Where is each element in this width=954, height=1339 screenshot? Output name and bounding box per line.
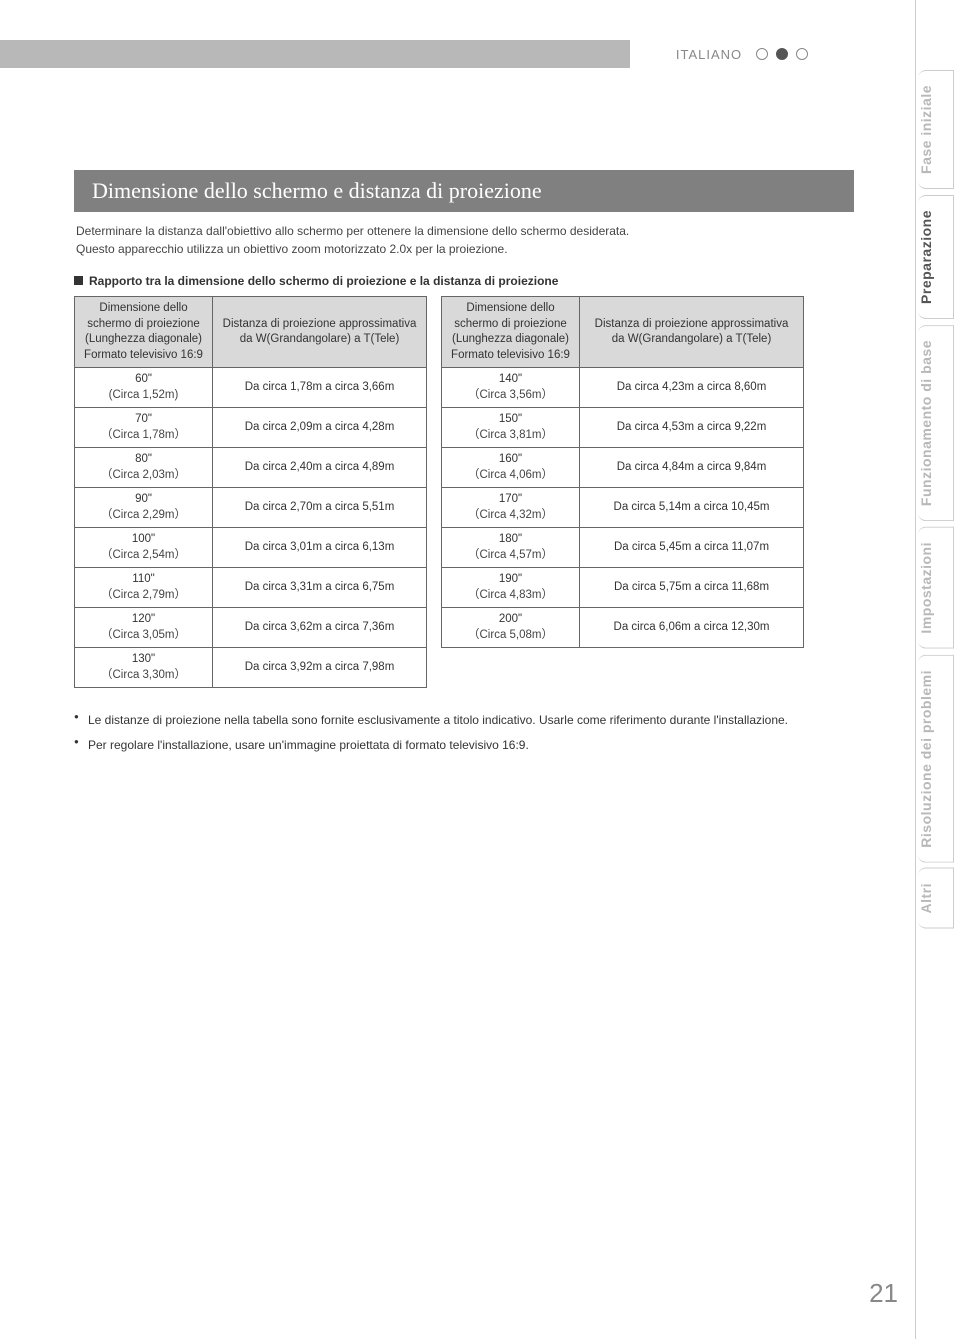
table-row: 200"（Circa 5,08m）Da circa 6,06m a circa …	[442, 608, 804, 648]
cell-distance: Da circa 5,14m a circa 10,45m	[580, 488, 804, 528]
language-indicator: ITALIANO	[630, 38, 854, 70]
intro-line: Determinare la distanza dall'obiettivo a…	[76, 222, 854, 240]
intro-text: Determinare la distanza dall'obiettivo a…	[76, 222, 854, 258]
footnotes: Le distanze di proiezione nella tabella …	[74, 712, 854, 752]
section-tab[interactable]: Fase iniziale	[918, 70, 954, 189]
cell-distance: Da circa 4,53m a circa 9,22m	[580, 408, 804, 448]
cell-distance: Da circa 2,70m a circa 5,51m	[213, 488, 427, 528]
cell-size: 140"（Circa 3,56m）	[442, 368, 580, 408]
cell-distance: Da circa 3,01m a circa 6,13m	[213, 528, 427, 568]
cell-size: 110"（Circa 2,79m）	[75, 568, 213, 608]
cell-distance: Da circa 3,92m a circa 7,98m	[213, 648, 427, 688]
cell-size: 200"（Circa 5,08m）	[442, 608, 580, 648]
section-tab[interactable]: Risoluzione dei problemi	[918, 655, 954, 863]
section-tab[interactable]: Preparazione	[918, 195, 954, 319]
table-row: 180"（Circa 4,57m）Da circa 5,45m a circa …	[442, 528, 804, 568]
cell-size: 160"（Circa 4,06m）	[442, 448, 580, 488]
table-row: 110"（Circa 2,79m）Da circa 3,31m a circa …	[75, 568, 427, 608]
square-bullet-icon	[74, 276, 83, 285]
section-heading: Dimensione dello schermo e distanza di p…	[74, 170, 854, 212]
cell-distance: Da circa 5,45m a circa 11,07m	[580, 528, 804, 568]
table-row: 150"（Circa 3,81m）Da circa 4,53m a circa …	[442, 408, 804, 448]
table-row: 120"（Circa 3,05m）Da circa 3,62m a circa …	[75, 608, 427, 648]
cell-size: 70"（Circa 1,78m）	[75, 408, 213, 448]
cell-size: 120"（Circa 3,05m）	[75, 608, 213, 648]
table-row: 80"（Circa 2,03m）Da circa 2,40m a circa 4…	[75, 448, 427, 488]
footnote-item: Le distanze di proiezione nella tabella …	[74, 712, 854, 728]
cell-size: 90"（Circa 2,29m）	[75, 488, 213, 528]
table-row: 140"（Circa 3,56m）Da circa 4,23m a circa …	[442, 368, 804, 408]
cell-distance: Da circa 4,84m a circa 9,84m	[580, 448, 804, 488]
table-row: 170"（Circa 4,32m）Da circa 5,14m a circa …	[442, 488, 804, 528]
cell-distance: Da circa 5,75m a circa 11,68m	[580, 568, 804, 608]
table-row: 190"（Circa 4,83m）Da circa 5,75m a circa …	[442, 568, 804, 608]
cell-distance: Da circa 3,62m a circa 7,36m	[213, 608, 427, 648]
section-tab[interactable]: Altri	[918, 868, 954, 929]
cell-distance: Da circa 2,40m a circa 4,89m	[213, 448, 427, 488]
cell-size: 170"（Circa 4,32m）	[442, 488, 580, 528]
page-number: 21	[869, 1278, 898, 1309]
cell-size: 80"（Circa 2,03m）	[75, 448, 213, 488]
table-header-distance: Distanza di proiezione approssimativada …	[580, 297, 804, 368]
page-dot-2-icon	[776, 48, 788, 60]
cell-size: 130"（Circa 3,30m）	[75, 648, 213, 688]
page-dot-3-icon	[796, 48, 808, 60]
cell-distance: Da circa 3,31m a circa 6,75m	[213, 568, 427, 608]
cell-size: 150"（Circa 3,81m）	[442, 408, 580, 448]
cell-size: 100"（Circa 2,54m）	[75, 528, 213, 568]
intro-line: Questo apparecchio utilizza un obiettivo…	[76, 240, 854, 258]
footnote-item: Per regolare l'installazione, usare un'i…	[74, 737, 854, 753]
language-label: ITALIANO	[676, 47, 742, 62]
cell-distance: Da circa 2,09m a circa 4,28m	[213, 408, 427, 448]
page-dot-1-icon	[756, 48, 768, 60]
section-tab[interactable]: Funzionamento di base	[918, 325, 954, 521]
cell-distance: Da circa 1,78m a circa 3,66m	[213, 368, 427, 408]
table-row: 100"（Circa 2,54m）Da circa 3,01m a circa …	[75, 528, 427, 568]
table-row: 130"（Circa 3,30m）Da circa 3,92m a circa …	[75, 648, 427, 688]
section-tab[interactable]: Impostazioni	[918, 527, 954, 649]
page-content: Dimensione dello schermo e distanza di p…	[74, 170, 854, 761]
tables-container: Dimensione dello schermo di proiezione(L…	[74, 296, 854, 688]
cell-size: 190"（Circa 4,83m）	[442, 568, 580, 608]
section-tabs-sidebar: Fase iniziale Preparazione Funzionamento d…	[918, 70, 954, 935]
table-row: 60"(Circa 1,52m)Da circa 1,78m a circa 3…	[75, 368, 427, 408]
cell-distance: Da circa 4,23m a circa 8,60m	[580, 368, 804, 408]
table-row: 90"（Circa 2,29m）Da circa 2,70m a circa 5…	[75, 488, 427, 528]
table-row: 160"（Circa 4,06m）Da circa 4,84m a circa …	[442, 448, 804, 488]
page-edge-line	[915, 0, 916, 1339]
table-row: 70"（Circa 1,78m）Da circa 2,09m a circa 4…	[75, 408, 427, 448]
projection-table-right: Dimensione dello schermo di proiezione(L…	[441, 296, 804, 648]
table-header-distance: Distanza di proiezione approssimativada …	[213, 297, 427, 368]
cell-distance: Da circa 6,06m a circa 12,30m	[580, 608, 804, 648]
table-header-size: Dimensione dello schermo di proiezione(L…	[442, 297, 580, 368]
table-header-size: Dimensione dello schermo di proiezione(L…	[75, 297, 213, 368]
cell-size: 60"(Circa 1,52m)	[75, 368, 213, 408]
subsection-heading: Rapporto tra la dimensione dello schermo…	[74, 274, 854, 288]
subsection-heading-text: Rapporto tra la dimensione dello schermo…	[89, 274, 558, 288]
cell-size: 180"（Circa 4,57m）	[442, 528, 580, 568]
projection-table-left: Dimensione dello schermo di proiezione(L…	[74, 296, 427, 688]
